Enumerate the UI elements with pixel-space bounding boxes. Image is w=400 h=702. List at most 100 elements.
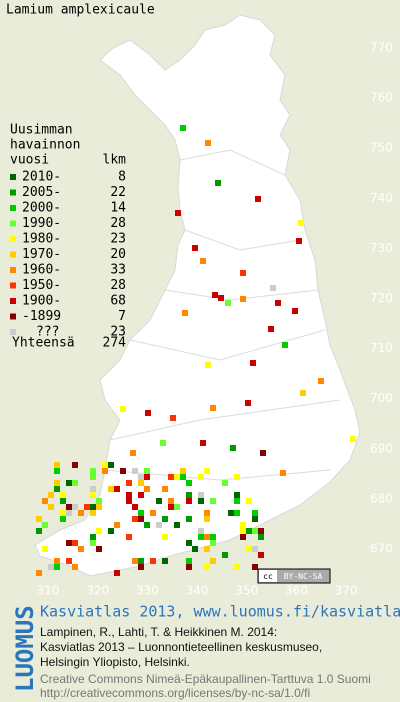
observation-dot — [258, 534, 264, 540]
observation-dot — [66, 540, 72, 546]
observation-dot — [198, 492, 204, 498]
footer-link[interactable]: Kasviatlas 2013, www.luomus.fi/kasviatla… — [40, 603, 400, 621]
observation-dot — [96, 498, 102, 504]
legend-swatch — [10, 251, 16, 258]
citation-line: Helsingin Yliopisto, Helsinki. — [40, 655, 190, 669]
observation-dot — [204, 564, 210, 570]
legend-swatch — [10, 220, 16, 227]
observation-dot — [162, 516, 168, 522]
observation-dot — [72, 564, 78, 570]
observation-dot — [174, 504, 180, 510]
legend-label: 2005- — [22, 185, 61, 200]
license-line: Creative Commons Nimeä-Epäkaupallinen-Ta… — [40, 672, 371, 686]
observation-dot — [200, 440, 206, 446]
observation-dot — [48, 504, 54, 510]
observation-dot — [204, 534, 210, 540]
observation-dot — [138, 510, 144, 516]
legend-swatch — [10, 174, 16, 180]
legend-count: 20 — [110, 247, 126, 262]
easting-label: 370 — [335, 584, 358, 598]
observation-dot — [250, 360, 256, 366]
observation-dot — [246, 546, 252, 552]
observation-dot — [186, 492, 192, 498]
legend-label: -1899 — [22, 309, 61, 324]
observation-dot — [132, 468, 138, 474]
observation-dot — [180, 468, 186, 474]
easting-label: 330 — [136, 584, 159, 598]
observation-dot — [204, 510, 210, 516]
observation-dot — [90, 492, 96, 498]
observations — [36, 125, 356, 576]
observation-dot — [36, 516, 42, 522]
observation-dot — [252, 546, 258, 552]
easting-label: 320 — [86, 584, 109, 598]
observation-dot — [162, 534, 168, 540]
observation-dot — [245, 400, 251, 406]
observation-dot — [204, 516, 210, 522]
northing-label: 770 — [370, 41, 393, 55]
observation-dot — [36, 528, 42, 534]
easting-label: 310 — [37, 584, 60, 598]
observation-dot — [54, 468, 60, 474]
observation-dot — [138, 558, 144, 564]
observation-dot — [240, 528, 246, 534]
legend-count: 33 — [110, 263, 126, 278]
legend-heading: havainnon — [10, 138, 80, 153]
observation-dot — [275, 300, 281, 306]
legend-count: 28 — [110, 278, 126, 293]
observation-dot — [182, 310, 188, 316]
observation-dot — [168, 498, 174, 504]
observation-dot — [174, 522, 180, 528]
observation-dot — [186, 564, 192, 570]
observation-dot — [175, 210, 181, 216]
observation-dot — [192, 546, 198, 552]
observation-dot — [258, 528, 264, 534]
observation-dot — [198, 498, 204, 504]
observation-dot — [66, 510, 72, 516]
legend-swatch — [10, 267, 16, 273]
observation-dot — [54, 558, 60, 564]
observation-dot — [120, 468, 126, 474]
observation-dot — [126, 480, 132, 486]
observation-dot — [90, 504, 96, 510]
observation-dot — [270, 285, 276, 291]
observation-dot — [230, 445, 236, 451]
observation-dot — [234, 492, 240, 498]
observation-dot — [48, 564, 54, 570]
observation-dot — [296, 238, 302, 244]
observation-dot — [205, 140, 211, 146]
observation-dot — [268, 326, 274, 332]
legend-count: 14 — [110, 201, 126, 216]
observation-dot — [222, 552, 228, 558]
observation-dot — [90, 486, 96, 492]
legend-swatch — [10, 189, 16, 196]
observation-dot — [200, 258, 206, 264]
observation-dot — [186, 480, 192, 486]
observation-dot — [54, 462, 60, 468]
observation-dot — [204, 468, 210, 474]
observation-dot — [72, 504, 78, 510]
observation-dot — [66, 504, 72, 510]
observation-dot — [132, 516, 138, 522]
legend-count: 23 — [110, 232, 126, 247]
observation-dot — [138, 516, 144, 522]
northing-label: 670 — [370, 542, 393, 556]
license-line: http://creativecommons.org/licenses/by-n… — [40, 686, 310, 700]
observation-dot — [186, 540, 192, 546]
observation-dot — [186, 498, 192, 504]
observation-dot — [138, 564, 144, 570]
observation-dot — [192, 245, 198, 251]
observation-dot — [60, 510, 66, 516]
observation-dot — [90, 534, 96, 540]
observation-dot — [54, 564, 60, 570]
observation-dot — [350, 436, 356, 442]
observation-dot — [300, 390, 306, 396]
observation-dot — [90, 474, 96, 480]
observation-dot — [150, 558, 156, 564]
northing-label: 750 — [370, 141, 393, 155]
observation-dot — [225, 300, 231, 306]
observation-dot — [144, 522, 150, 528]
observation-dot — [240, 296, 246, 302]
